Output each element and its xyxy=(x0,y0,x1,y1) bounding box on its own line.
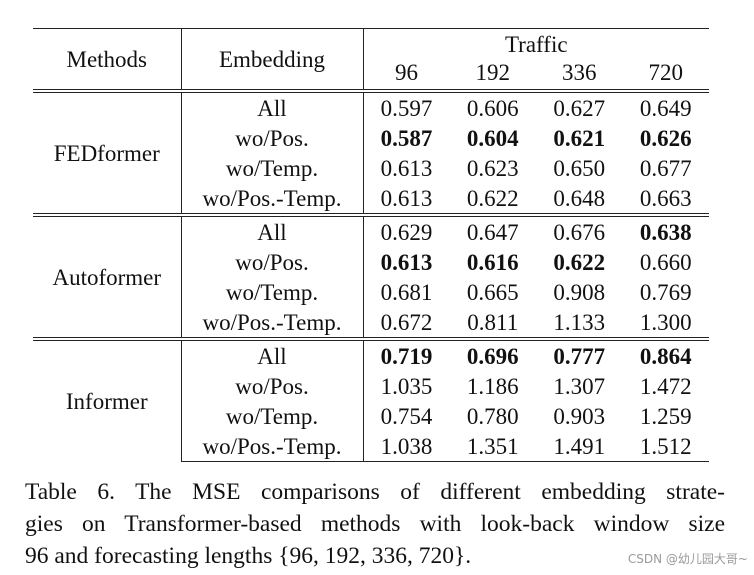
table-caption: Table 6. The MSE comparisons of differen… xyxy=(25,476,725,572)
header-methods: Methods xyxy=(33,28,182,91)
table-row: wo/Pos. 0.587 0.604 0.621 0.626 xyxy=(33,123,709,153)
results-table-wrapper: Methods Embedding Traffic 96 192 336 720… xyxy=(33,28,709,462)
mse-value-cell: 0.676 xyxy=(536,213,623,247)
mse-value-cell: 0.623 xyxy=(466,155,519,181)
embedding-cell: wo/Pos. xyxy=(181,371,364,401)
embedding-cell: wo/Pos. xyxy=(181,247,364,277)
header-horizon-336: 336 xyxy=(562,60,597,85)
mse-value-cell: 0.903 xyxy=(553,403,606,429)
embedding-cell: wo/Temp. xyxy=(181,153,364,183)
caption-line-2: gies on Transformer-based methods with l… xyxy=(25,511,725,537)
mse-value-cell: 0.663 xyxy=(639,185,692,211)
method-cell: FEDformer xyxy=(33,89,182,215)
mse-value-cell: 0.681 xyxy=(380,279,433,305)
table-row: wo/Pos.-Temp. 0.613 0.622 0.648 0.663 xyxy=(33,183,709,215)
mse-value-cell: 1.259 xyxy=(639,403,692,429)
mse-value-cell: 0.780 xyxy=(466,403,519,429)
mse-value-cell: 0.677 xyxy=(639,155,692,181)
mse-value-cell: 0.769 xyxy=(639,279,692,305)
mse-value-cell: 0.622 xyxy=(553,249,606,275)
mse-value-cell: 1.491 xyxy=(536,431,623,462)
mse-value-cell: 1.512 xyxy=(622,431,709,462)
mse-value-cell: 0.811 xyxy=(467,309,519,335)
mse-comparison-table: Methods Embedding Traffic 96 192 336 720… xyxy=(33,28,709,462)
mse-value-cell: 0.638 xyxy=(622,213,709,247)
mse-value-cell: 1.300 xyxy=(639,309,692,335)
embedding-cell: wo/Pos.-Temp. xyxy=(181,307,364,339)
mse-value-cell: 0.777 xyxy=(536,337,623,371)
table-row: wo/Pos. 0.613 0.616 0.622 0.660 xyxy=(33,247,709,277)
watermark: CSDN @幼儿园大哥~ xyxy=(627,552,748,566)
embedding-cell: wo/Temp. xyxy=(181,401,364,431)
caption-line-1: Table 6. The MSE comparisons of differen… xyxy=(25,479,725,505)
table-row: Informer All 0.719 0.696 0.777 0.864 xyxy=(33,337,709,462)
method-cell: Autoformer xyxy=(33,213,182,339)
mse-value-cell: 0.665 xyxy=(466,279,519,305)
embedding-cell: All xyxy=(181,89,364,123)
mse-value-cell: 0.613 xyxy=(380,249,433,275)
mse-value-cell: 0.613 xyxy=(380,185,433,211)
mse-value-cell: 0.597 xyxy=(363,89,450,123)
table-body: FEDformer All 0.597 0.606 0.627 0.649 wo/Pos. 0… xyxy=(33,89,709,462)
embedding-cell: wo/Pos.-Temp. xyxy=(181,431,364,462)
embedding-cell: All xyxy=(181,337,364,371)
mse-value-cell: 0.719 xyxy=(363,337,450,371)
table-header: Methods Embedding Traffic 96 192 336 720 xyxy=(33,28,709,91)
header-embedding: Embedding xyxy=(181,28,364,91)
table-row: wo/Temp. 0.754 0.780 0.903 1.259 xyxy=(33,401,709,431)
mse-value-cell: 0.650 xyxy=(553,155,606,181)
mse-value-cell: 0.648 xyxy=(553,185,606,211)
mse-value-cell: 1.133 xyxy=(553,309,606,335)
mse-value-cell: 0.621 xyxy=(553,125,606,151)
mse-value-cell: 0.626 xyxy=(639,125,692,151)
mse-value-cell: 0.604 xyxy=(466,125,519,151)
mse-value-cell: 0.864 xyxy=(622,337,709,371)
embedding-cell: wo/Pos. xyxy=(181,123,364,153)
table-row: wo/Pos.-Temp. 1.038 1.351 1.491 1.512 xyxy=(33,431,709,462)
mse-value-cell: 1.351 xyxy=(449,431,536,462)
caption-line-3: 96 and forecasting lengths {96, 192, 336… xyxy=(25,543,472,569)
header-horizon-96: 96 xyxy=(395,60,418,85)
mse-value-cell: 1.035 xyxy=(380,373,433,399)
embedding-cell: wo/Pos.-Temp. xyxy=(181,183,364,215)
table-row: Autoformer All 0.629 0.647 0.676 0.638 xyxy=(33,213,709,339)
mse-value-cell: 1.038 xyxy=(363,431,450,462)
mse-value-cell: 0.908 xyxy=(553,279,606,305)
mse-value-cell: 0.627 xyxy=(536,89,623,123)
header-horizon-720: 720 xyxy=(648,60,684,85)
mse-value-cell: 0.616 xyxy=(466,249,519,275)
mse-value-cell: 0.660 xyxy=(639,249,692,275)
mse-value-cell: 0.606 xyxy=(449,89,536,123)
mse-value-cell: 0.587 xyxy=(380,125,433,151)
table-row: wo/Temp. 0.681 0.665 0.908 0.769 xyxy=(33,277,709,307)
table-row: wo/Temp. 0.613 0.623 0.650 0.677 xyxy=(33,153,709,183)
mse-value-cell: 0.672 xyxy=(380,309,433,335)
mse-value-cell: 0.647 xyxy=(449,213,536,247)
header-horizon-192: 192 xyxy=(475,60,511,85)
embedding-cell: wo/Temp. xyxy=(181,277,364,307)
embedding-cell: All xyxy=(181,213,364,247)
mse-value-cell: 0.754 xyxy=(380,403,433,429)
mse-value-cell: 0.613 xyxy=(380,155,433,181)
table-row: wo/Pos.-Temp. 0.672 0.811 1.133 1.300 xyxy=(33,307,709,339)
header-dataset-traffic: Traffic xyxy=(363,28,709,59)
mse-value-cell: 1.307 xyxy=(553,373,606,399)
mse-value-cell: 0.622 xyxy=(466,185,519,211)
method-cell: Informer xyxy=(33,337,182,462)
mse-value-cell: 1.186 xyxy=(466,373,519,399)
mse-value-cell: 1.472 xyxy=(639,373,692,399)
table-row: wo/Pos. 1.035 1.186 1.307 1.472 xyxy=(33,371,709,401)
mse-value-cell: 0.649 xyxy=(622,89,709,123)
mse-value-cell: 0.629 xyxy=(363,213,450,247)
mse-value-cell: 0.696 xyxy=(449,337,536,371)
table-row: FEDformer All 0.597 0.606 0.627 0.649 xyxy=(33,89,709,215)
